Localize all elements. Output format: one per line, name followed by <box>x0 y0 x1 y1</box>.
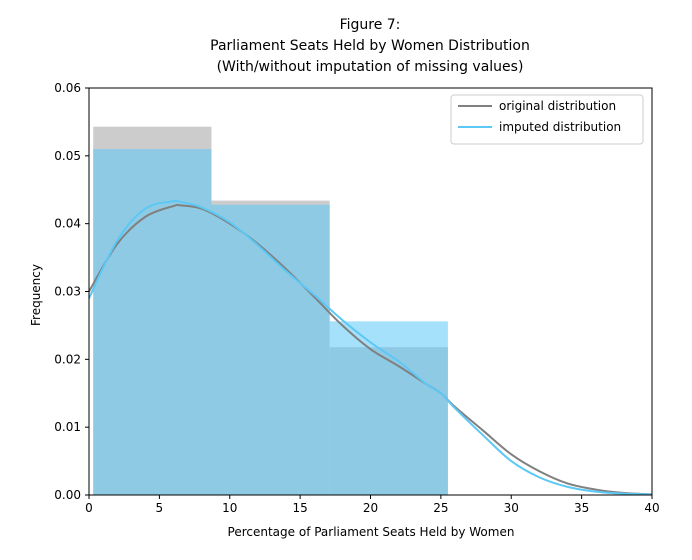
chart-title-line-3: (With/without imputation of missing valu… <box>217 59 524 75</box>
legend-box <box>450 94 644 145</box>
legend-label-original: original distribution <box>499 99 616 113</box>
chart-title-line-1: Figure 7: <box>340 17 401 33</box>
histogram-layer <box>93 126 448 496</box>
chart-title-line-2: Parliament Seats Held by Women Distribut… <box>210 38 530 54</box>
kde-line-imputed <box>88 199 653 496</box>
y-tick-label-5: 0.05 <box>54 149 81 163</box>
y-tick-label-4: 0.04 <box>54 217 81 231</box>
x-tick-label-10: 10 <box>222 501 237 515</box>
x-tick-label-0: 0 <box>85 501 93 515</box>
y-tick-label-3: 0.03 <box>54 285 81 299</box>
x-tick-label-35: 35 <box>574 501 589 515</box>
x-tick-label-5: 5 <box>156 501 164 515</box>
y-tick-label-0: 0.00 <box>54 488 81 502</box>
y-tick-label-2: 0.02 <box>54 352 81 366</box>
x-tick-label-30: 30 <box>504 501 519 515</box>
x-tick-label-25: 25 <box>433 501 448 515</box>
histogram-bar-imputed-0 <box>93 149 212 496</box>
histogram-bar-imputed-1 <box>211 204 330 495</box>
x-tick-label-40: 40 <box>644 501 659 515</box>
x-tick-label-20: 20 <box>363 501 378 515</box>
kde-line-original <box>88 203 653 496</box>
legend: original distribution imputed distributi… <box>450 94 644 145</box>
kde-layer <box>88 199 653 496</box>
x-tick-label-15: 15 <box>292 501 307 515</box>
y-tick-label-6: 0.06 <box>54 81 81 95</box>
y-tick-label-1: 0.01 <box>54 420 81 434</box>
x-axis-label: Percentage of Parliament Seats Held by W… <box>228 525 515 539</box>
histogram-bar-imputed-2 <box>329 321 448 495</box>
x-axis-ticks: 0 5 10 15 20 25 30 35 40 <box>85 495 660 515</box>
y-axis-ticks: 0.00 0.01 0.02 0.03 0.04 0.05 0.06 <box>54 81 89 502</box>
legend-label-imputed: imputed distribution <box>499 120 621 134</box>
y-axis-label: Frequency <box>29 264 43 326</box>
